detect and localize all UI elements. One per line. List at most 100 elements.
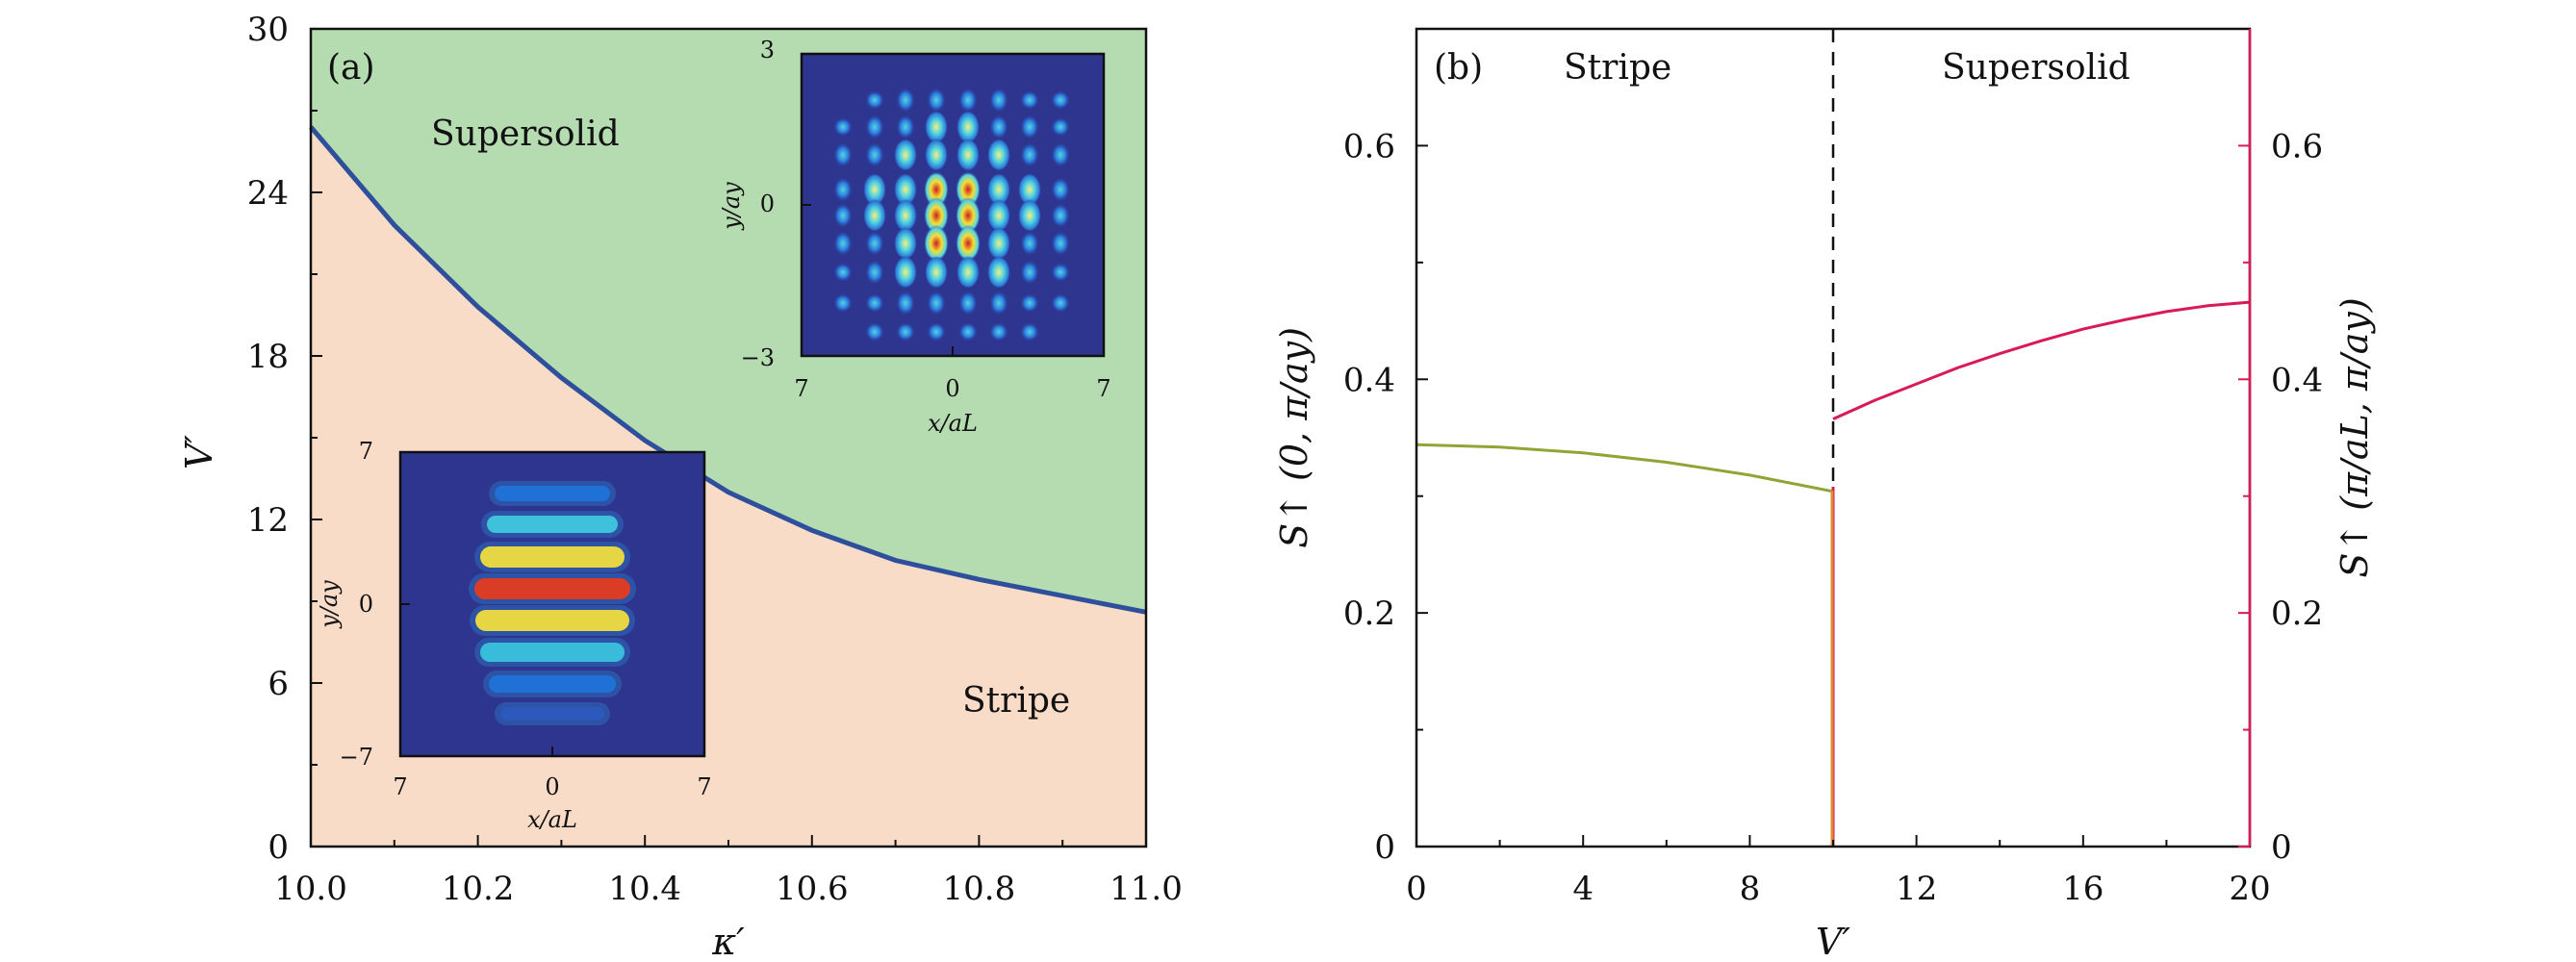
supersolid-density-peak <box>894 173 917 206</box>
supersolid-density-peak <box>865 322 884 342</box>
supersolid-density-peak <box>894 227 917 260</box>
panel-a-y-ticks: 0 6 12 18 24 30 <box>247 11 322 867</box>
panel-a-x-axis-label: κ′ <box>711 921 745 962</box>
panel-b-right-y-ticks: 0 0.2 0.4 0.6 <box>2238 127 2323 867</box>
supersolid-density-peak <box>958 291 978 316</box>
supersolid-density-peak <box>1020 260 1039 285</box>
panel-b-right-y-tick-label: 0.4 <box>2271 361 2323 399</box>
supersolid-inset-xtick-right: 7 <box>1096 375 1110 402</box>
supersolid-order-parameter-line <box>1832 300 2251 420</box>
supersolid-density-peak <box>1051 90 1070 110</box>
supersolid-density-peak <box>1051 231 1070 256</box>
supersolid-header-label: Supersolid <box>1942 48 2130 88</box>
supersolid-density-peak <box>989 114 1008 139</box>
supersolid-density-peak <box>956 225 981 262</box>
supersolid-density-peak <box>987 173 1010 206</box>
supersolid-density-peak <box>956 171 981 208</box>
supersolid-density-pattern <box>833 88 1070 342</box>
stripe-order-parameter-line <box>1416 443 1834 494</box>
supersolid-density-peak <box>896 88 915 113</box>
supersolid-density-peak <box>925 256 948 289</box>
supersolid-density-peak <box>989 322 1008 342</box>
panel-a-x-tick-label: 10.0 <box>274 870 347 908</box>
supersolid-density-peak <box>833 231 853 256</box>
supersolid-density-peak <box>927 322 946 342</box>
stripe-band <box>495 486 610 501</box>
panel-a-x-tick-label: 11.0 <box>1109 870 1183 908</box>
supersolid-density-peak <box>863 173 886 206</box>
supersolid-density-peak <box>894 256 917 289</box>
stripe-region-label: Stripe <box>962 681 1070 721</box>
supersolid-density-peak <box>896 291 915 316</box>
panel-b-x-tick-label: 20 <box>2229 870 2270 908</box>
panel-b-left-y-axis-label: S↑ (0, π/ay) <box>1273 327 1315 548</box>
supersolid-density-peak <box>927 88 946 113</box>
supersolid-density-peak <box>987 256 1010 289</box>
supersolid-density-peak <box>863 199 886 232</box>
panel-b-right-y-tick-label: 0.2 <box>2271 595 2323 633</box>
supersolid-density-inset: 3 0 −3 7 0 7 x/aL y/ay <box>718 37 1111 437</box>
stripe-band <box>480 546 625 568</box>
supersolid-density-peak <box>865 293 884 313</box>
supersolid-density-peak <box>865 260 884 285</box>
stripe-band <box>475 610 629 631</box>
panel-b-right-y-tick-label: 0 <box>2271 828 2292 867</box>
stripe-band <box>500 707 604 721</box>
panel-a-label: (a) <box>327 48 375 88</box>
supersolid-density-peak <box>956 197 981 234</box>
supersolid-density-peak <box>987 227 1010 260</box>
panel-a-y-axis-label: V′ <box>178 435 220 469</box>
supersolid-density-peak <box>1051 263 1070 282</box>
panel-b-right-y-tick-label: 0.6 <box>2271 127 2323 165</box>
stripe-inset-xtick-left: 7 <box>393 773 407 800</box>
supersolid-inset-ytick-bottom: −3 <box>741 344 775 371</box>
panel-b-left-y-tick-label: 0.4 <box>1343 361 1395 399</box>
supersolid-density-peak <box>1018 199 1041 232</box>
supersolid-density-peak <box>956 139 980 171</box>
supersolid-inset-ytick-top: 3 <box>760 37 775 63</box>
supersolid-density-peak <box>896 114 915 139</box>
panel-b-left-y-tick-label: 0.2 <box>1343 595 1395 633</box>
panel-a-x-ticks: 10.0 10.2 10.4 10.6 10.8 11.0 <box>274 835 1183 908</box>
supersolid-inset-ytick-middle: 0 <box>760 190 775 217</box>
stripe-inset-ytick-bottom: −7 <box>340 744 373 771</box>
supersolid-density-peak <box>925 139 948 171</box>
supersolid-density-peak <box>833 142 853 167</box>
supersolid-density-peak <box>865 90 884 110</box>
supersolid-density-peak <box>1051 117 1070 137</box>
panel-a-y-tick-label: 24 <box>247 174 289 213</box>
supersolid-density-peak <box>833 263 853 282</box>
panel-b-x-tick-label: 16 <box>2062 870 2104 908</box>
supersolid-density-peak <box>989 88 1008 113</box>
supersolid-density-peak <box>833 117 853 137</box>
panel-b-left-y-ticks: 0 0.2 0.4 0.6 <box>1343 127 1428 867</box>
stripe-header-label: Stripe <box>1564 48 1671 88</box>
panel-a-y-tick-label: 0 <box>268 828 289 867</box>
supersolid-inset-x-label: x/aL <box>928 410 978 437</box>
panel-b-right-y-axis-label: S↑ (π/aL, π/ay) <box>2334 297 2376 577</box>
supersolid-density-peak <box>896 322 915 342</box>
supersolid-density-peak <box>958 88 978 113</box>
panel-a-y-tick-label: 30 <box>247 11 289 49</box>
supersolid-density-peak <box>956 256 980 289</box>
supersolid-density-peak <box>925 111 948 143</box>
panel-b-x-tick-label: 8 <box>1740 870 1761 908</box>
panel-a-y-tick-label: 6 <box>268 665 289 703</box>
supersolid-density-peak <box>1020 114 1039 139</box>
supersolid-density-peak <box>1051 142 1070 167</box>
supersolid-density-peak <box>1020 293 1039 313</box>
supersolid-density-peak <box>865 142 884 167</box>
panel-a-x-tick-label: 10.4 <box>608 870 681 908</box>
supersolid-density-peak <box>1051 293 1070 313</box>
panel-b: 0 4 8 12 16 20 0 0.2 0.4 0.6 0 0.2 0.4 0.6 V′ S↑ (0… <box>1273 27 2376 962</box>
stripe-band <box>487 516 618 533</box>
panel-b-left-y-tick-label: 0 <box>1374 828 1395 867</box>
supersolid-density-peak <box>958 322 978 342</box>
supersolid-density-peak <box>1020 142 1039 167</box>
supersolid-region-label: Supersolid <box>431 114 620 154</box>
supersolid-density-peak <box>927 291 946 316</box>
supersolid-inset-y-label: y/ay <box>718 182 745 231</box>
panel-b-left-y-tick-label: 0.6 <box>1343 127 1395 165</box>
